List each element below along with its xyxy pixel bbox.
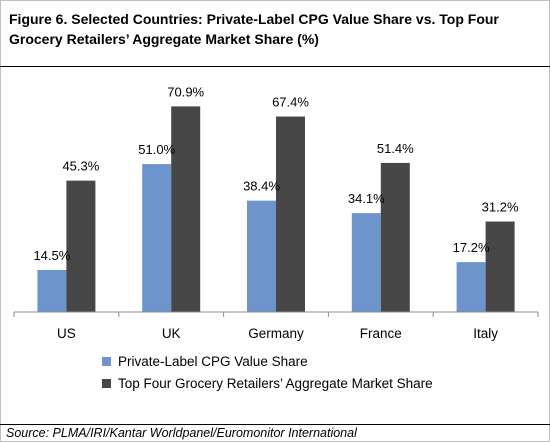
- bar-private-label-uk: [142, 164, 172, 312]
- chart-title: Figure 6. Selected Countries: Private-La…: [9, 11, 499, 47]
- legend-swatch-private-label: [102, 357, 111, 366]
- source-divider: [0, 424, 550, 425]
- data-label: 14.5%: [33, 248, 70, 263]
- data-label: 51.0%: [138, 142, 175, 157]
- x-tick-label: Italy: [473, 326, 498, 341]
- data-label: 67.4%: [272, 95, 309, 110]
- bar-top-four-us: [66, 180, 96, 312]
- data-label: 45.3%: [62, 159, 99, 174]
- legend: Private-Label CPG Value Share Top Four Gr…: [102, 354, 433, 391]
- data-labels-layer: 14.5% 45.3% 51.0% 70.9% 38.4% 67.4% 34.1% 51.4%…: [33, 84, 519, 263]
- x-tick-label: UK: [162, 326, 181, 341]
- bar-top-four-italy: [485, 221, 515, 312]
- legend-swatch-top-four: [102, 379, 111, 388]
- legend-label-private-label: Private-Label CPG Value Share: [118, 354, 308, 369]
- data-label: 17.2%: [453, 240, 490, 255]
- bars-layer: [37, 106, 515, 312]
- bar-chart: 14.5% 45.3% 51.0% 70.9% 38.4% 67.4% 34.1% 51.4%…: [13, 84, 539, 391]
- legend-label-top-four: Top Four Grocery Retailers’ Aggregate Ma…: [118, 376, 433, 391]
- x-tick-label: US: [57, 326, 76, 341]
- x-tick-label: Germany: [248, 326, 304, 341]
- data-label: 34.1%: [348, 191, 385, 206]
- title-divider: [0, 66, 550, 67]
- data-label: 70.9%: [167, 84, 204, 99]
- bar-private-label-germany: [247, 200, 276, 312]
- x-tick-label: France: [360, 326, 402, 341]
- bar-top-four-uk: [171, 106, 201, 312]
- bar-private-label-italy: [456, 262, 486, 312]
- bar-private-label-us: [37, 269, 67, 312]
- source-note: Source: PLMA/IRI/Kantar Worldpanel/Eurom…: [6, 426, 357, 440]
- data-label: 31.2%: [482, 200, 519, 215]
- bar-top-four-france: [380, 162, 410, 312]
- x-axis-ticks: US UK Germany France Italy: [13, 312, 539, 341]
- data-label: 51.4%: [377, 141, 414, 156]
- data-label: 38.4%: [243, 179, 280, 194]
- bar-top-four-germany: [276, 116, 305, 312]
- bar-private-label-france: [351, 213, 381, 312]
